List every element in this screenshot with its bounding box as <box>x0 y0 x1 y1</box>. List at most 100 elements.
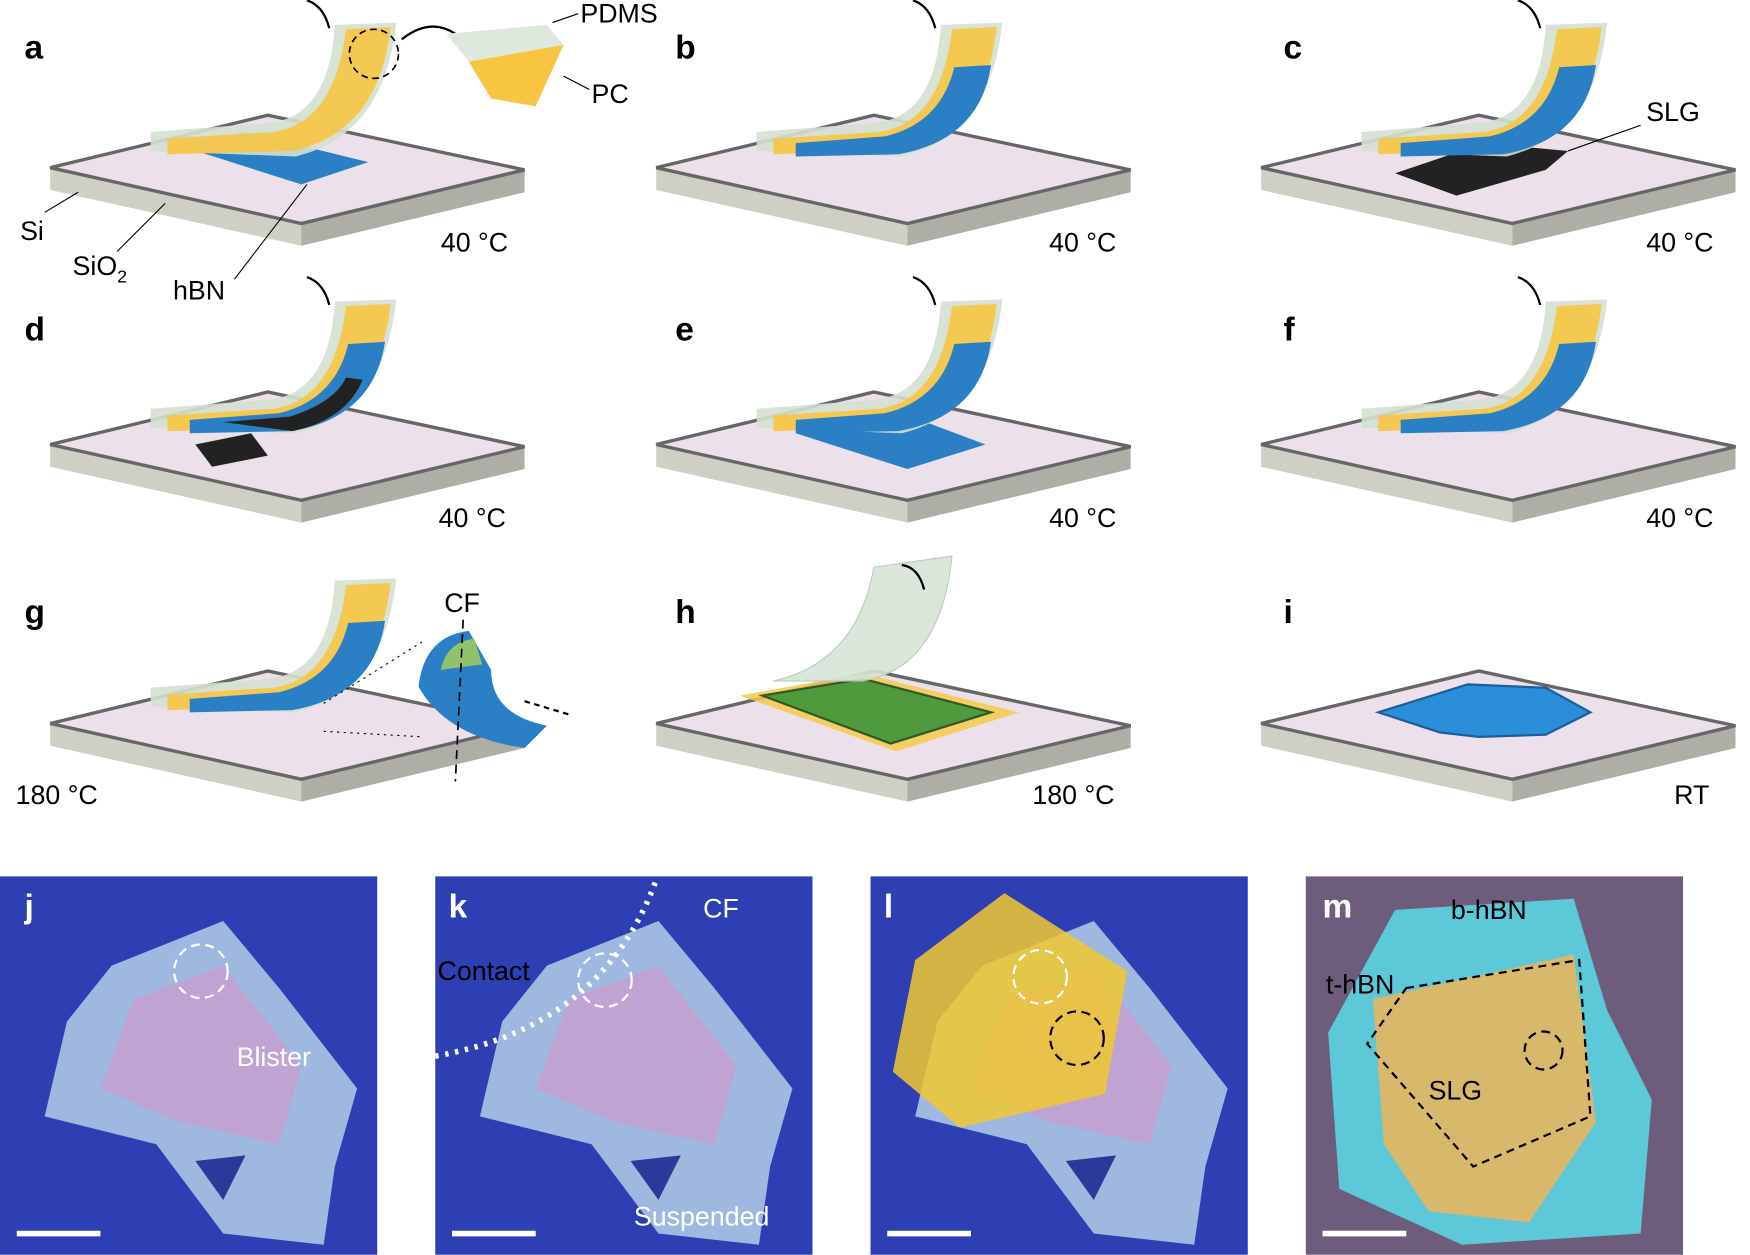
temperature: 180 °C <box>1032 780 1114 810</box>
pdms <box>773 555 953 682</box>
sio2-sub: 2 <box>117 267 127 287</box>
panel-3 <box>49 275 525 523</box>
arrow <box>1517 0 1542 29</box>
picked-flake <box>1400 65 1596 157</box>
marker-circle <box>1012 948 1069 1005</box>
temperature: 180 °C <box>16 780 98 810</box>
pink-region <box>100 965 302 1145</box>
picked-flake <box>1400 341 1596 434</box>
panel-letter: a <box>25 29 44 66</box>
panel-letter: f <box>1283 312 1295 349</box>
hole <box>630 1155 681 1201</box>
sio2-base: SiO <box>73 251 118 281</box>
temperature: 40 °C <box>1646 503 1713 533</box>
temperature: RT <box>1674 780 1709 810</box>
panel-letter: m <box>1323 889 1353 926</box>
picked-flake <box>189 620 386 713</box>
inset-circle <box>348 28 400 80</box>
substrate-left <box>656 167 908 246</box>
panel-letter: d <box>25 312 45 349</box>
substrate-left <box>1261 444 1513 523</box>
hole <box>195 1155 246 1201</box>
substrate-left <box>50 444 302 523</box>
substrate-right <box>301 169 525 246</box>
panel-1 <box>655 0 1131 246</box>
micrograph-label: Contact <box>438 956 531 986</box>
leader <box>552 13 579 24</box>
slg-flake <box>1395 143 1569 196</box>
panel-letter: g <box>25 594 45 631</box>
substrate-right <box>1512 169 1736 246</box>
label: hBN <box>173 275 225 305</box>
leader <box>563 75 590 91</box>
label: CF <box>444 588 480 618</box>
pink-region <box>535 965 737 1145</box>
inset-pc <box>468 44 564 107</box>
leader <box>1567 124 1641 152</box>
micrograph-label: t-hBN <box>1326 970 1394 1000</box>
stack <box>757 677 996 745</box>
panel-2 <box>1260 0 1736 246</box>
picked-flake <box>795 341 992 434</box>
arrow <box>912 0 937 29</box>
temperature: 40 °C <box>439 503 506 533</box>
cf-arrow <box>524 700 570 716</box>
panel-0 <box>49 0 525 246</box>
panel-letter: l <box>884 889 893 926</box>
hole <box>1065 1155 1117 1201</box>
panel-letter: j <box>24 889 34 926</box>
temperature: 40 °C <box>441 227 508 257</box>
hbn-stack <box>1374 683 1593 738</box>
substrate-left <box>656 444 908 523</box>
panel-letter: k <box>449 889 468 926</box>
panel-letter: e <box>675 312 694 349</box>
leader <box>233 184 308 280</box>
panel-letter: b <box>675 29 695 66</box>
substrate-left <box>50 723 302 802</box>
label: SLG <box>1646 97 1700 127</box>
substrate-right <box>907 446 1131 523</box>
contact-front <box>434 878 659 1059</box>
substrate-right <box>907 169 1131 246</box>
label: PDMS <box>580 0 657 29</box>
panel-letter: c <box>1283 29 1302 66</box>
inset-arrow <box>401 25 456 41</box>
substrate-left <box>1261 723 1513 802</box>
marker-circle <box>172 943 229 1000</box>
label: PC <box>592 79 629 109</box>
micrograph-label: b-hBN <box>1451 895 1527 925</box>
substrate-right <box>1512 725 1736 802</box>
panel-4 <box>655 275 1131 523</box>
label: Si <box>20 216 44 246</box>
leader <box>116 202 166 252</box>
arrow <box>901 563 926 590</box>
picked-flake <box>795 65 992 157</box>
panel-5 <box>1260 275 1736 523</box>
substrate-right <box>301 725 525 802</box>
substrate-left <box>1261 167 1513 246</box>
panel-7 <box>655 555 1131 802</box>
arrow <box>912 275 937 306</box>
arrow <box>1517 275 1542 306</box>
temperature: 40 °C <box>1646 227 1713 257</box>
inset-pdms <box>446 24 564 62</box>
substrate-left <box>656 723 908 802</box>
panel-6 <box>49 578 525 802</box>
slg-outline <box>1365 958 1592 1168</box>
marker-circle <box>1523 1030 1564 1071</box>
micrograph-label: CF <box>703 894 739 924</box>
micrograph-label: Blister <box>237 1042 311 1072</box>
micrograph-label: Suspended <box>634 1202 769 1232</box>
marker-circle <box>1049 1010 1105 1067</box>
slg-flake <box>195 433 268 467</box>
dotted <box>323 730 422 738</box>
arrow <box>306 275 331 306</box>
cf-line <box>454 619 465 782</box>
temperature: 40 °C <box>1049 227 1116 257</box>
substrate-right <box>907 725 1131 802</box>
temperature: 40 °C <box>1049 503 1116 533</box>
picked-slg <box>223 377 363 432</box>
contact-region <box>892 893 1128 1128</box>
substrate-right <box>301 446 525 523</box>
